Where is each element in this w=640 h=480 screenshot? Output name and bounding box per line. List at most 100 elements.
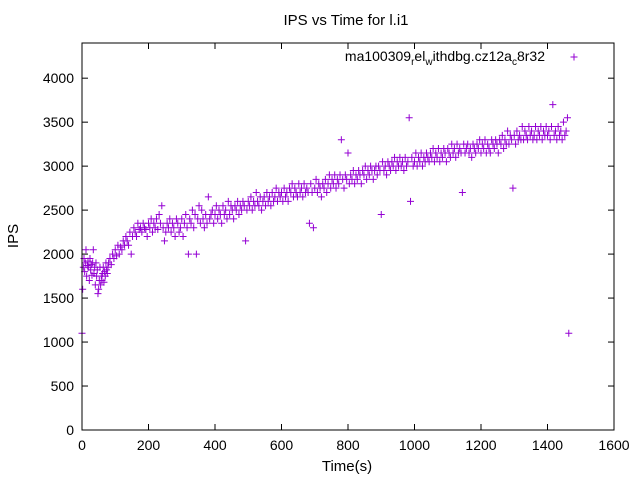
data-point [180,219,188,227]
data-point [317,193,325,201]
legend: ma100309relwithdbg.cz12ac8r32 [345,48,578,68]
data-point [544,131,551,139]
data-point [206,215,214,223]
data-point [174,219,182,227]
x-tick-label: 1600 [598,437,629,453]
legend-marker [570,53,578,61]
data-point [255,202,263,210]
data-point [94,290,102,298]
data-point [401,153,409,161]
x-tick-label: 1000 [399,437,430,453]
data-point [288,180,296,188]
y-axis-label: IPS [5,224,22,248]
y-tick-label: 2000 [43,246,74,262]
data-point [100,278,108,286]
data-point [481,136,489,144]
data-points [78,101,573,337]
data-point [321,175,329,183]
data-point [335,180,343,188]
data-point [154,225,162,233]
data-point [521,127,529,135]
x-tick-label: 0 [78,437,86,453]
data-point [192,250,200,258]
data-point [83,262,91,270]
data-point [554,123,562,131]
data-point [486,149,494,157]
legend-label: ma100309relwithdbg.cz12ac8r32 [345,48,545,68]
x-axis: 0 200 400 600 800 1000 1200 1400 1600 [78,43,630,453]
y-tick-label: 1000 [43,334,74,350]
data-point [160,237,168,245]
data-point [223,215,231,223]
data-point [452,153,460,161]
data-point [212,202,220,210]
data-point [505,140,513,148]
data-point [501,136,509,144]
data-point [204,193,212,201]
data-point [166,215,174,223]
data-point [123,237,131,245]
data-point [170,224,178,232]
data-point [516,131,524,139]
data-point [103,269,111,277]
data-point [562,127,570,135]
data-point [179,233,187,240]
data-point [176,224,184,232]
data-point [323,189,331,197]
data-point [365,171,373,179]
data-point [224,197,232,205]
data-point [291,184,299,192]
data-point [86,254,94,262]
data-point [525,123,533,131]
data-point [242,237,250,245]
data-point [375,162,383,170]
data-point [363,175,371,183]
data-point [82,246,90,254]
data-point [405,114,413,122]
data-point [109,250,117,258]
data-point [182,211,190,219]
data-point [148,228,156,236]
data-point [453,140,461,148]
y-tick-label: 0 [66,422,74,438]
data-point [438,153,446,161]
data-point [351,180,359,188]
y-tick-label: 3000 [43,158,74,174]
data-point [155,211,163,219]
data-point [122,233,130,240]
x-tick-label: 600 [270,437,294,453]
chart-title: IPS vs Time for l.i1 [283,12,408,29]
data-point [563,114,571,122]
data-point [561,131,569,139]
data-point [178,215,186,223]
data-point [444,145,452,153]
data-point [190,224,198,232]
plot-area [81,42,615,431]
y-tick-label: 4000 [43,70,74,86]
data-point [442,158,450,166]
data-point [79,285,87,293]
data-point [299,193,307,201]
data-point [408,153,416,161]
data-point [528,127,536,135]
data-point [89,246,97,254]
x-tick-label: 400 [203,437,227,453]
data-point [436,158,444,166]
data-point [337,136,345,144]
data-point [456,145,464,153]
data-point [418,162,426,170]
data-point [305,219,313,227]
data-point [186,215,194,223]
data-point [303,184,311,192]
data-point [87,266,95,274]
data-point [400,167,408,175]
data-point [95,285,103,293]
data-point [313,189,321,197]
data-point [107,261,115,269]
data-point [199,215,207,223]
data-point [508,136,516,144]
data-point [158,202,166,210]
data-point [392,167,400,175]
x-tick-label: 1400 [532,437,563,453]
